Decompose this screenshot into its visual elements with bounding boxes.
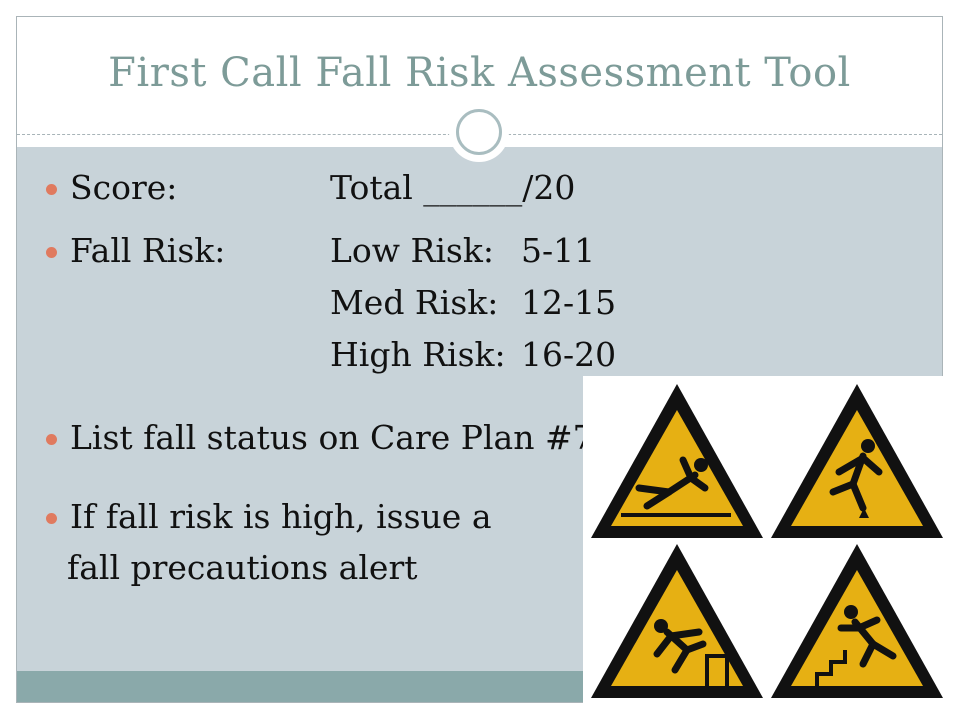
risk-level-label: High Risk: [330, 335, 506, 374]
high-risk-line-1: If fall risk is high, issue a [70, 497, 492, 536]
risk-level-range: 12-15 [521, 283, 617, 322]
fall-risk-label: Fall Risk: [70, 231, 226, 270]
bullet-dot [46, 513, 57, 524]
ornament-ring [456, 109, 502, 155]
bullet-dot [46, 184, 57, 195]
score-value: Total ______/20 [330, 168, 576, 207]
trip-warning-icon [771, 384, 943, 538]
slip-warning-icon [591, 384, 763, 538]
risk-level-range: 5-11 [521, 231, 596, 270]
fall-warning-signs-image [583, 376, 943, 703]
bullet-dot [46, 247, 57, 258]
high-risk-line-2: fall precautions alert [67, 548, 418, 587]
risk-level-range: 16-20 [521, 335, 617, 374]
risk-level-label: Low Risk: [330, 231, 494, 270]
risk-level-label: Med Risk: [330, 283, 499, 322]
divider-ornament [449, 102, 509, 162]
bullet-dot [46, 434, 57, 445]
stairs-fall-warning-icon [771, 544, 943, 698]
score-label: Score: [70, 168, 178, 207]
fall-step-warning-icon [591, 544, 763, 698]
slide-title: First Call Fall Risk Assessment Tool [108, 50, 851, 96]
care-plan-text: List fall status on Care Plan #7 [70, 418, 594, 457]
